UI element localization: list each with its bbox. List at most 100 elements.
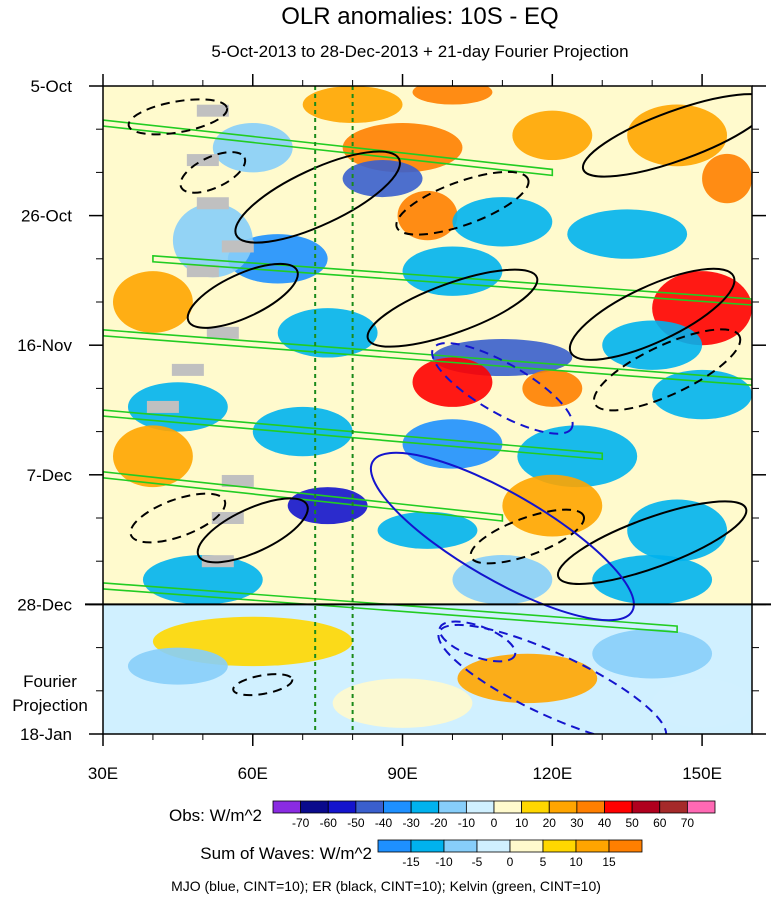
- anomaly-blob: [452, 555, 553, 605]
- colorbar-box: [272, 800, 302, 814]
- colorbar-box: [493, 800, 523, 814]
- colorbar-tick-label: -60: [320, 816, 338, 830]
- reference-lines: [314, 86, 354, 734]
- anomaly-blob: [592, 555, 713, 605]
- y-tick-label: 16-Nov: [17, 336, 72, 355]
- colorbar-tick-label: -50: [347, 816, 365, 830]
- anomaly-blob: [287, 487, 368, 525]
- colorbar-tick-label: -20: [430, 816, 448, 830]
- colorbar-box: [355, 800, 384, 814]
- y-tick-label: 5-Oct: [30, 77, 72, 96]
- colorbar-box: [542, 839, 577, 853]
- obs-colorbar-label: Obs: W/m^2: [169, 806, 262, 825]
- colorbar-box: [521, 800, 550, 814]
- colorbar-tick-label: 30: [570, 816, 584, 830]
- y-tick-label: 26-Oct: [21, 207, 72, 226]
- colorbar-box: [575, 839, 610, 853]
- projection-label-line1: Fourier: [23, 672, 77, 691]
- anomaly-blob: [402, 246, 503, 296]
- anomaly-blob: [627, 104, 728, 167]
- colorbar-tick-label: 10: [515, 816, 529, 830]
- kelvin-contour: [103, 470, 504, 522]
- colorbar-box: [327, 800, 357, 814]
- colorbar-box: [410, 800, 440, 814]
- colorbar-box: [438, 800, 467, 814]
- colorbar-tick-label: 10: [569, 855, 583, 869]
- plot-frame: [85, 85, 771, 735]
- anomaly-blob: [457, 653, 598, 704]
- anomaly-blob: [332, 678, 473, 728]
- er-contour: [556, 500, 748, 585]
- anomaly-blob: [127, 647, 228, 685]
- colorbar-tick-label: -10: [458, 816, 476, 830]
- y-tick-label: 18-Jan: [20, 725, 72, 744]
- anomaly-blob: [592, 629, 713, 679]
- colorbar-tick-label: -70: [292, 816, 310, 830]
- colorbar-tick-label: -5: [472, 855, 483, 869]
- er-contour: [568, 267, 736, 361]
- er-contour: [127, 98, 229, 136]
- missing-data-cell: [186, 154, 219, 167]
- mjo-contour: [431, 342, 574, 435]
- anomaly-blob: [412, 357, 493, 407]
- er-contour: [234, 150, 401, 244]
- colorbar-box: [410, 839, 445, 853]
- colorbar-tick-label: -15: [402, 855, 420, 869]
- missing-data-cell: [171, 363, 204, 376]
- missing-data-cell: [201, 555, 234, 568]
- colorbar-tick-label: 0: [491, 816, 498, 830]
- colorbar-tick-label: 60: [653, 816, 667, 830]
- colorbar-box: [509, 839, 544, 853]
- plot-border: [102, 85, 753, 735]
- colorbar-box: [465, 800, 495, 814]
- missing-data-cell: [221, 240, 254, 253]
- anomaly-blob: [212, 123, 293, 173]
- y-tick-label: 7-Dec: [27, 466, 73, 485]
- x-tick-label: 30E: [88, 764, 118, 783]
- kelvin-contour: [103, 409, 604, 461]
- anomaly-blob: [652, 369, 752, 420]
- x-tick-label: 150E: [682, 764, 722, 783]
- anomaly-blob: [112, 271, 193, 333]
- colorbar-tick-label: 0: [507, 855, 514, 869]
- waves-colorbar-label: Sum of Waves: W/m^2: [200, 844, 372, 863]
- colorbar-tick-label: 70: [681, 816, 695, 830]
- colorbar-box: [300, 800, 329, 814]
- missing-data-cell: [146, 400, 179, 413]
- anomaly-blob: [522, 369, 583, 407]
- anomaly-blob: [377, 511, 478, 549]
- colorbar-tick-label: 40: [598, 816, 612, 830]
- missing-data-cell: [196, 104, 229, 117]
- mjo-contour: [369, 451, 635, 622]
- anomaly-blob: [502, 474, 603, 537]
- anomaly-blob: [112, 425, 193, 488]
- colorbar-tick-label: -40: [375, 816, 393, 830]
- anomaly-blob: [627, 499, 728, 562]
- x-tick-label: 120E: [532, 764, 572, 783]
- anomaly-blob: [567, 209, 688, 259]
- colorbar-tick-label: 50: [625, 816, 639, 830]
- er-contour: [581, 93, 752, 178]
- contour-legend-footer: MJO (blue, CINT=10); ER (black, CINT=10)…: [171, 878, 601, 894]
- anomaly-blob: [402, 419, 503, 469]
- kelvin-contour: [152, 254, 752, 306]
- projection-label-line2: Projection: [12, 696, 88, 715]
- colorbar-box: [548, 800, 578, 814]
- colorbar-box: [659, 800, 688, 814]
- er-contour: [129, 492, 227, 544]
- colorbar-box: [608, 839, 643, 853]
- obs-colorbar: -70 -60 -50 -40 -30 -20 -10 0 10 20 30 40 50 60 70: [272, 800, 716, 830]
- missing-data-cell: [196, 197, 229, 210]
- chart-subtitle: 5-Oct-2013 to 28-Dec-2013 + 21-day Fouri…: [211, 42, 628, 61]
- colorbar-box: [377, 839, 412, 853]
- anomaly-blob: [702, 153, 752, 204]
- missing-data-cell: [221, 474, 254, 487]
- er-contour: [196, 497, 309, 564]
- kelvin-contour: [103, 582, 678, 633]
- er-contour: [232, 673, 294, 697]
- kelvin-contour: [103, 119, 554, 177]
- anomaly-blob: [342, 123, 463, 173]
- colorbar-tick-label: 5: [540, 855, 547, 869]
- er-contour: [395, 170, 530, 236]
